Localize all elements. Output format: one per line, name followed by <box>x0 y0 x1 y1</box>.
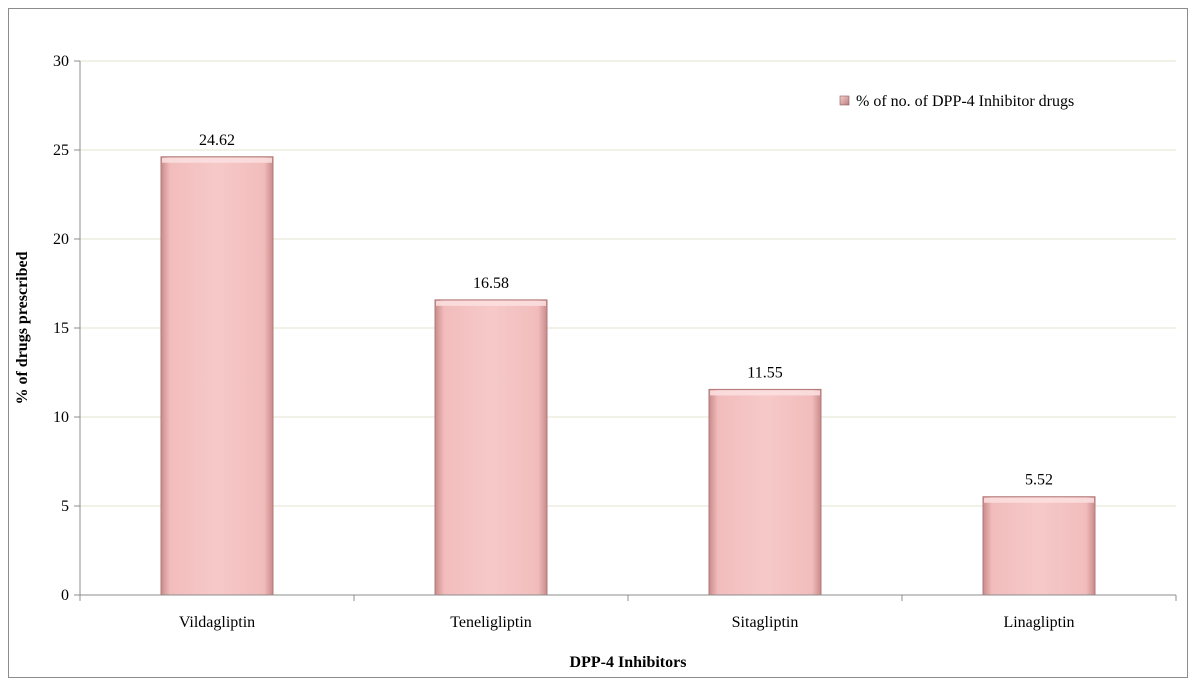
bar <box>160 156 274 596</box>
bar-highlight <box>984 497 1094 503</box>
data-label: 24.62 <box>199 132 235 149</box>
bar-body <box>160 156 274 596</box>
legend-label: % of no. of DPP-4 Inhibitor drugs <box>856 93 1074 110</box>
y-tick-label: 10 <box>53 409 69 426</box>
bar <box>708 388 822 596</box>
legend: % of no. of DPP-4 Inhibitor drugs <box>839 93 1074 110</box>
data-label: 5.52 <box>1025 472 1053 489</box>
bars <box>160 156 1096 596</box>
y-tick-label: 20 <box>53 231 69 248</box>
x-tick-label: Linagliptin <box>1003 614 1074 631</box>
x-tick-label: Vildagliptin <box>179 614 255 631</box>
bar-body <box>434 299 548 596</box>
bar-highlight <box>162 157 272 163</box>
data-label: 16.58 <box>473 275 509 292</box>
x-axis-title: DPP-4 Inhibitors <box>570 654 687 671</box>
bar-body <box>982 496 1096 596</box>
bar-highlight <box>710 390 820 396</box>
y-axis-title: % of drugs prescribed <box>14 251 31 404</box>
x-axis-ticks: Vildagliptin Teneligliptin Sitagliptin Lina… <box>79 595 1177 631</box>
bar <box>434 299 548 596</box>
bar <box>982 496 1096 596</box>
y-tick-label: 25 <box>53 142 69 159</box>
x-tick-label: Teneligliptin <box>450 614 532 631</box>
y-tick-label: 30 <box>53 53 69 70</box>
y-tick-label: 5 <box>61 498 69 515</box>
y-tick-label: 15 <box>53 320 69 337</box>
bar-body <box>708 388 822 596</box>
bar-highlight <box>436 300 546 306</box>
y-tick-label: 0 <box>61 587 69 604</box>
data-labels: 24.62 16.58 11.55 5.52 <box>199 132 1053 489</box>
data-label: 11.55 <box>747 364 782 381</box>
legend-swatch <box>839 95 850 106</box>
x-tick-label: Sitagliptin <box>732 614 799 631</box>
y-axis-ticks: 0 5 10 15 20 25 30 <box>53 53 80 604</box>
